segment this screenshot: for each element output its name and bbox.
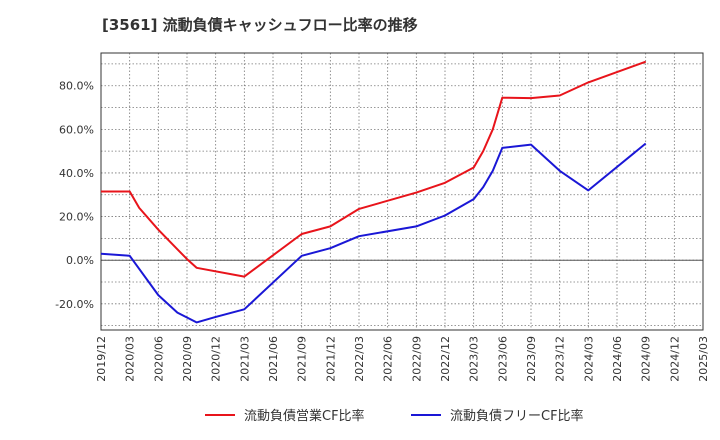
x-tick-label: 2020/03 bbox=[124, 336, 137, 382]
x-tick-label: 2021/03 bbox=[238, 336, 251, 382]
x-tick-label: 2023/09 bbox=[525, 336, 538, 382]
x-tick-label: 2021/12 bbox=[324, 336, 337, 382]
x-tick-label: 2020/09 bbox=[181, 336, 194, 382]
x-tick-label: 2022/12 bbox=[439, 336, 452, 382]
y-tick-label: 40.0% bbox=[59, 167, 94, 180]
x-tick-label: 2024/12 bbox=[668, 336, 681, 382]
x-tick-label: 2022/09 bbox=[410, 336, 423, 382]
x-tick-label: 2021/06 bbox=[267, 336, 280, 382]
x-tick-label: 2024/06 bbox=[611, 336, 624, 382]
x-tick-label: 2023/03 bbox=[468, 336, 481, 382]
legend-label-2: 流動負債フリーCF比率 bbox=[450, 408, 584, 424]
y-tick-label: -20.0% bbox=[55, 298, 94, 311]
x-tick-label: 2021/09 bbox=[296, 336, 309, 382]
chart-title: [3561] 流動負債キャッシュフロー比率の推移 bbox=[102, 16, 418, 34]
series-line-1 bbox=[101, 60, 647, 278]
y-tick-label: 80.0% bbox=[59, 80, 94, 93]
x-tick-label: 2019/12 bbox=[95, 336, 108, 382]
x-tick-label: 2020/12 bbox=[210, 336, 223, 382]
series-line-2 bbox=[100, 142, 647, 324]
x-tick-label: 2025/03 bbox=[697, 336, 710, 382]
x-tick-label: 2022/06 bbox=[382, 336, 395, 382]
x-tick-label: 2024/09 bbox=[640, 336, 653, 382]
y-tick-label: 0.0% bbox=[66, 254, 94, 267]
x-tick-label: 2022/03 bbox=[353, 336, 366, 382]
x-tick-label: 2023/12 bbox=[554, 336, 567, 382]
x-tick-label: 2020/06 bbox=[152, 336, 165, 382]
x-tick-label: 2024/03 bbox=[582, 336, 595, 382]
plot-area bbox=[101, 53, 703, 330]
y-tick-label: 60.0% bbox=[59, 123, 94, 136]
x-tick-label: 2023/06 bbox=[496, 336, 509, 382]
y-tick-label: 20.0% bbox=[59, 211, 94, 224]
legend-label-1: 流動負債営業CF比率 bbox=[244, 408, 365, 424]
